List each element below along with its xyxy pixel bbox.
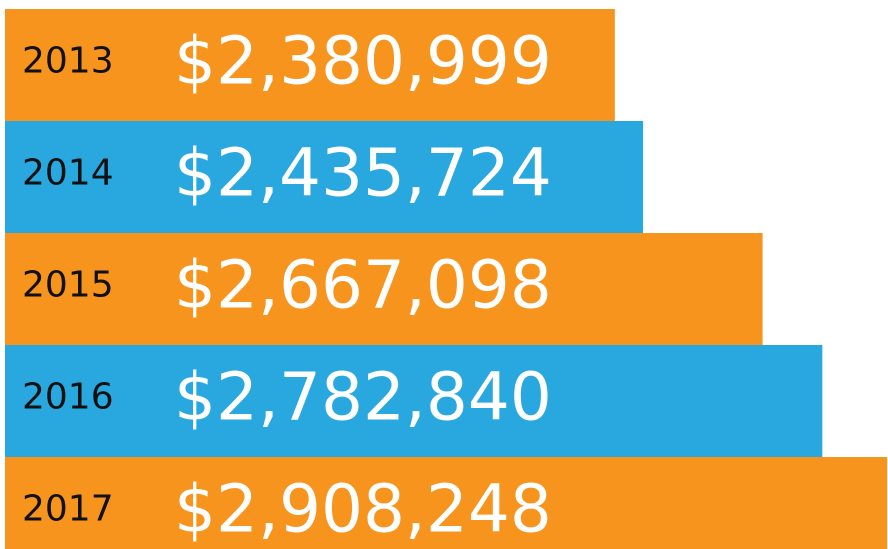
- value-label: $2,380,999: [174, 23, 552, 100]
- category-label: 2016: [22, 377, 114, 418]
- bar: [5, 457, 888, 549]
- value-label: $2,667,098: [174, 247, 552, 324]
- category-label: 2017: [22, 489, 114, 530]
- category-label: 2015: [22, 265, 114, 306]
- value-label: $2,782,840: [174, 359, 552, 436]
- bar: [5, 233, 763, 345]
- bar: [5, 9, 615, 121]
- value-label: $2,908,248: [174, 471, 552, 548]
- bar: [5, 345, 823, 457]
- value-label: $2,435,724: [174, 135, 552, 212]
- category-label: 2013: [22, 41, 114, 82]
- bar: [5, 121, 644, 233]
- category-label: 2014: [22, 153, 114, 194]
